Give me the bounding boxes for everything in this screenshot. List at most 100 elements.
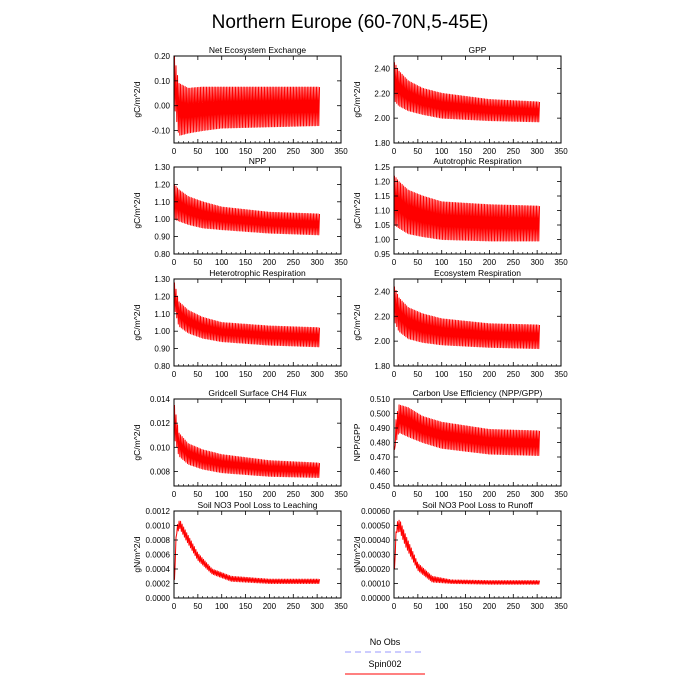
- y-tick-label: 0.010: [150, 443, 171, 452]
- x-tick-label: 100: [215, 602, 229, 611]
- y-tick-label: 0.0010: [146, 522, 171, 531]
- x-tick-label: 250: [287, 258, 301, 267]
- panel-title: Soil NO3 Pool Loss to Leaching: [197, 500, 317, 510]
- x-tick-label: 100: [215, 258, 229, 267]
- x-tick-label: 200: [263, 602, 277, 611]
- x-tick-label: 250: [507, 147, 521, 156]
- y-tick-label: 0.510: [370, 395, 391, 404]
- x-tick-label: 350: [554, 370, 568, 379]
- y-tick-label: 1.30: [154, 275, 170, 284]
- y-axis-label: gC/m^2/d: [352, 304, 362, 340]
- x-tick-label: 200: [483, 147, 497, 156]
- x-tick-label: 0: [392, 147, 397, 156]
- y-tick-label: 1.25: [374, 163, 390, 172]
- x-tick-label: 350: [554, 147, 568, 156]
- x-tick-label: 50: [193, 258, 202, 267]
- y-tick-label: 1.20: [154, 292, 170, 301]
- y-tick-label: 1.10: [154, 310, 170, 319]
- y-tick-label: 0.10: [154, 77, 170, 86]
- y-tick-label: 0.20: [154, 52, 170, 61]
- panel-title: Carbon Use Efficiency (NPP/GPP): [413, 388, 543, 398]
- series-line-spin002: [394, 62, 541, 123]
- x-tick-label: 200: [263, 490, 277, 499]
- x-tick-label: 300: [310, 490, 324, 499]
- panel-gpp: GPP 0 50 100 150 200 250 300 350 1.80 2.00 2.20 2.40…: [352, 45, 568, 156]
- x-tick-label: 100: [215, 147, 229, 156]
- x-tick-label: 300: [530, 490, 544, 499]
- y-axis-label: gN/m^2/d: [132, 536, 142, 572]
- panel-title: Gridcell Surface CH4 Flux: [208, 388, 307, 398]
- x-tick-label: 50: [413, 258, 422, 267]
- x-tick-label: 0: [172, 602, 177, 611]
- y-tick-label: 1.20: [374, 178, 390, 187]
- y-tick-label: 1.00: [154, 327, 170, 336]
- y-tick-label: 1.00: [374, 236, 390, 245]
- x-tick-label: 150: [239, 370, 253, 379]
- x-tick-label: 100: [435, 147, 449, 156]
- panel-title: Soil NO3 Pool Loss to Runoff: [422, 500, 533, 510]
- y-tick-label: 0.00000: [361, 594, 390, 603]
- x-tick-label: 100: [435, 490, 449, 499]
- legend: No Obs Spin002: [345, 637, 425, 675]
- y-tick-label: 0.00010: [361, 580, 390, 589]
- series-line-spin002: [394, 175, 541, 242]
- panel-title: Heterotrophic Respiration: [209, 268, 306, 278]
- x-tick-label: 350: [334, 490, 348, 499]
- plot-frame: [393, 278, 562, 367]
- y-tick-label: 2.40: [374, 287, 390, 296]
- y-tick-label: 0.0012: [146, 507, 171, 516]
- panel-title: GPP: [469, 45, 487, 55]
- y-tick-label: 0.00030: [361, 551, 390, 560]
- x-tick-label: 0: [392, 258, 397, 267]
- y-tick-label: 0.80: [154, 250, 170, 259]
- plot-frame: [173, 166, 342, 255]
- x-tick-label: 50: [413, 490, 422, 499]
- x-tick-label: 350: [334, 258, 348, 267]
- y-tick-label: 2.00: [374, 337, 390, 346]
- x-tick-label: 50: [413, 147, 422, 156]
- y-tick-label: 1.05: [374, 221, 390, 230]
- plot-frame: [173, 398, 342, 487]
- y-axis-label: gN/m^2/d: [352, 536, 362, 572]
- x-tick-label: 200: [263, 258, 277, 267]
- x-tick-label: 300: [310, 147, 324, 156]
- y-tick-label: 1.20: [154, 180, 170, 189]
- y-tick-label: 0.008: [150, 468, 171, 477]
- x-tick-label: 300: [530, 258, 544, 267]
- x-tick-label: 300: [310, 370, 324, 379]
- y-tick-label: -0.10: [152, 127, 171, 136]
- x-tick-label: 50: [413, 370, 422, 379]
- y-axis-label: gC/m^2/d: [132, 304, 142, 340]
- x-tick-label: 350: [334, 147, 348, 156]
- x-tick-label: 250: [287, 490, 301, 499]
- plot-frame: [393, 510, 562, 599]
- y-tick-label: 0.00: [154, 102, 170, 111]
- x-tick-label: 250: [287, 370, 301, 379]
- x-tick-label: 250: [507, 258, 521, 267]
- panel-gridcell-surface-ch4-flux: Gridcell Surface CH4 Flux 0 50 100 150 200 250…: [132, 388, 348, 499]
- x-tick-label: 300: [310, 258, 324, 267]
- panel-title: Ecosystem Respiration: [434, 268, 521, 278]
- y-tick-label: 0.00050: [361, 522, 390, 531]
- legend-label-spin002: Spin002: [368, 659, 401, 669]
- plot-frame: [173, 55, 342, 144]
- x-tick-label: 50: [193, 490, 202, 499]
- series-line-spin002: [394, 519, 541, 585]
- y-tick-label: 1.15: [374, 192, 390, 201]
- series-line-spin002: [174, 520, 321, 584]
- y-tick-label: 0.00060: [361, 507, 390, 516]
- x-tick-label: 150: [239, 147, 253, 156]
- y-tick-label: 0.460: [370, 468, 391, 477]
- x-tick-label: 300: [310, 602, 324, 611]
- x-tick-label: 250: [287, 602, 301, 611]
- plot-frame: [173, 278, 342, 367]
- x-tick-label: 150: [459, 147, 473, 156]
- x-tick-label: 150: [459, 258, 473, 267]
- x-tick-label: 50: [193, 602, 202, 611]
- y-tick-label: 0.0006: [146, 551, 171, 560]
- panel-net-ecosystem-exchange: Net Ecosystem Exchange 0 50 100 150 200 250 300…: [132, 45, 348, 156]
- panel-title: NPP: [249, 156, 267, 166]
- y-tick-label: 1.10: [374, 207, 390, 216]
- panel-carbon-use-efficiency-npp-gpp: Carbon Use Efficiency (NPP/GPP) 0 50 100 150…: [352, 388, 568, 499]
